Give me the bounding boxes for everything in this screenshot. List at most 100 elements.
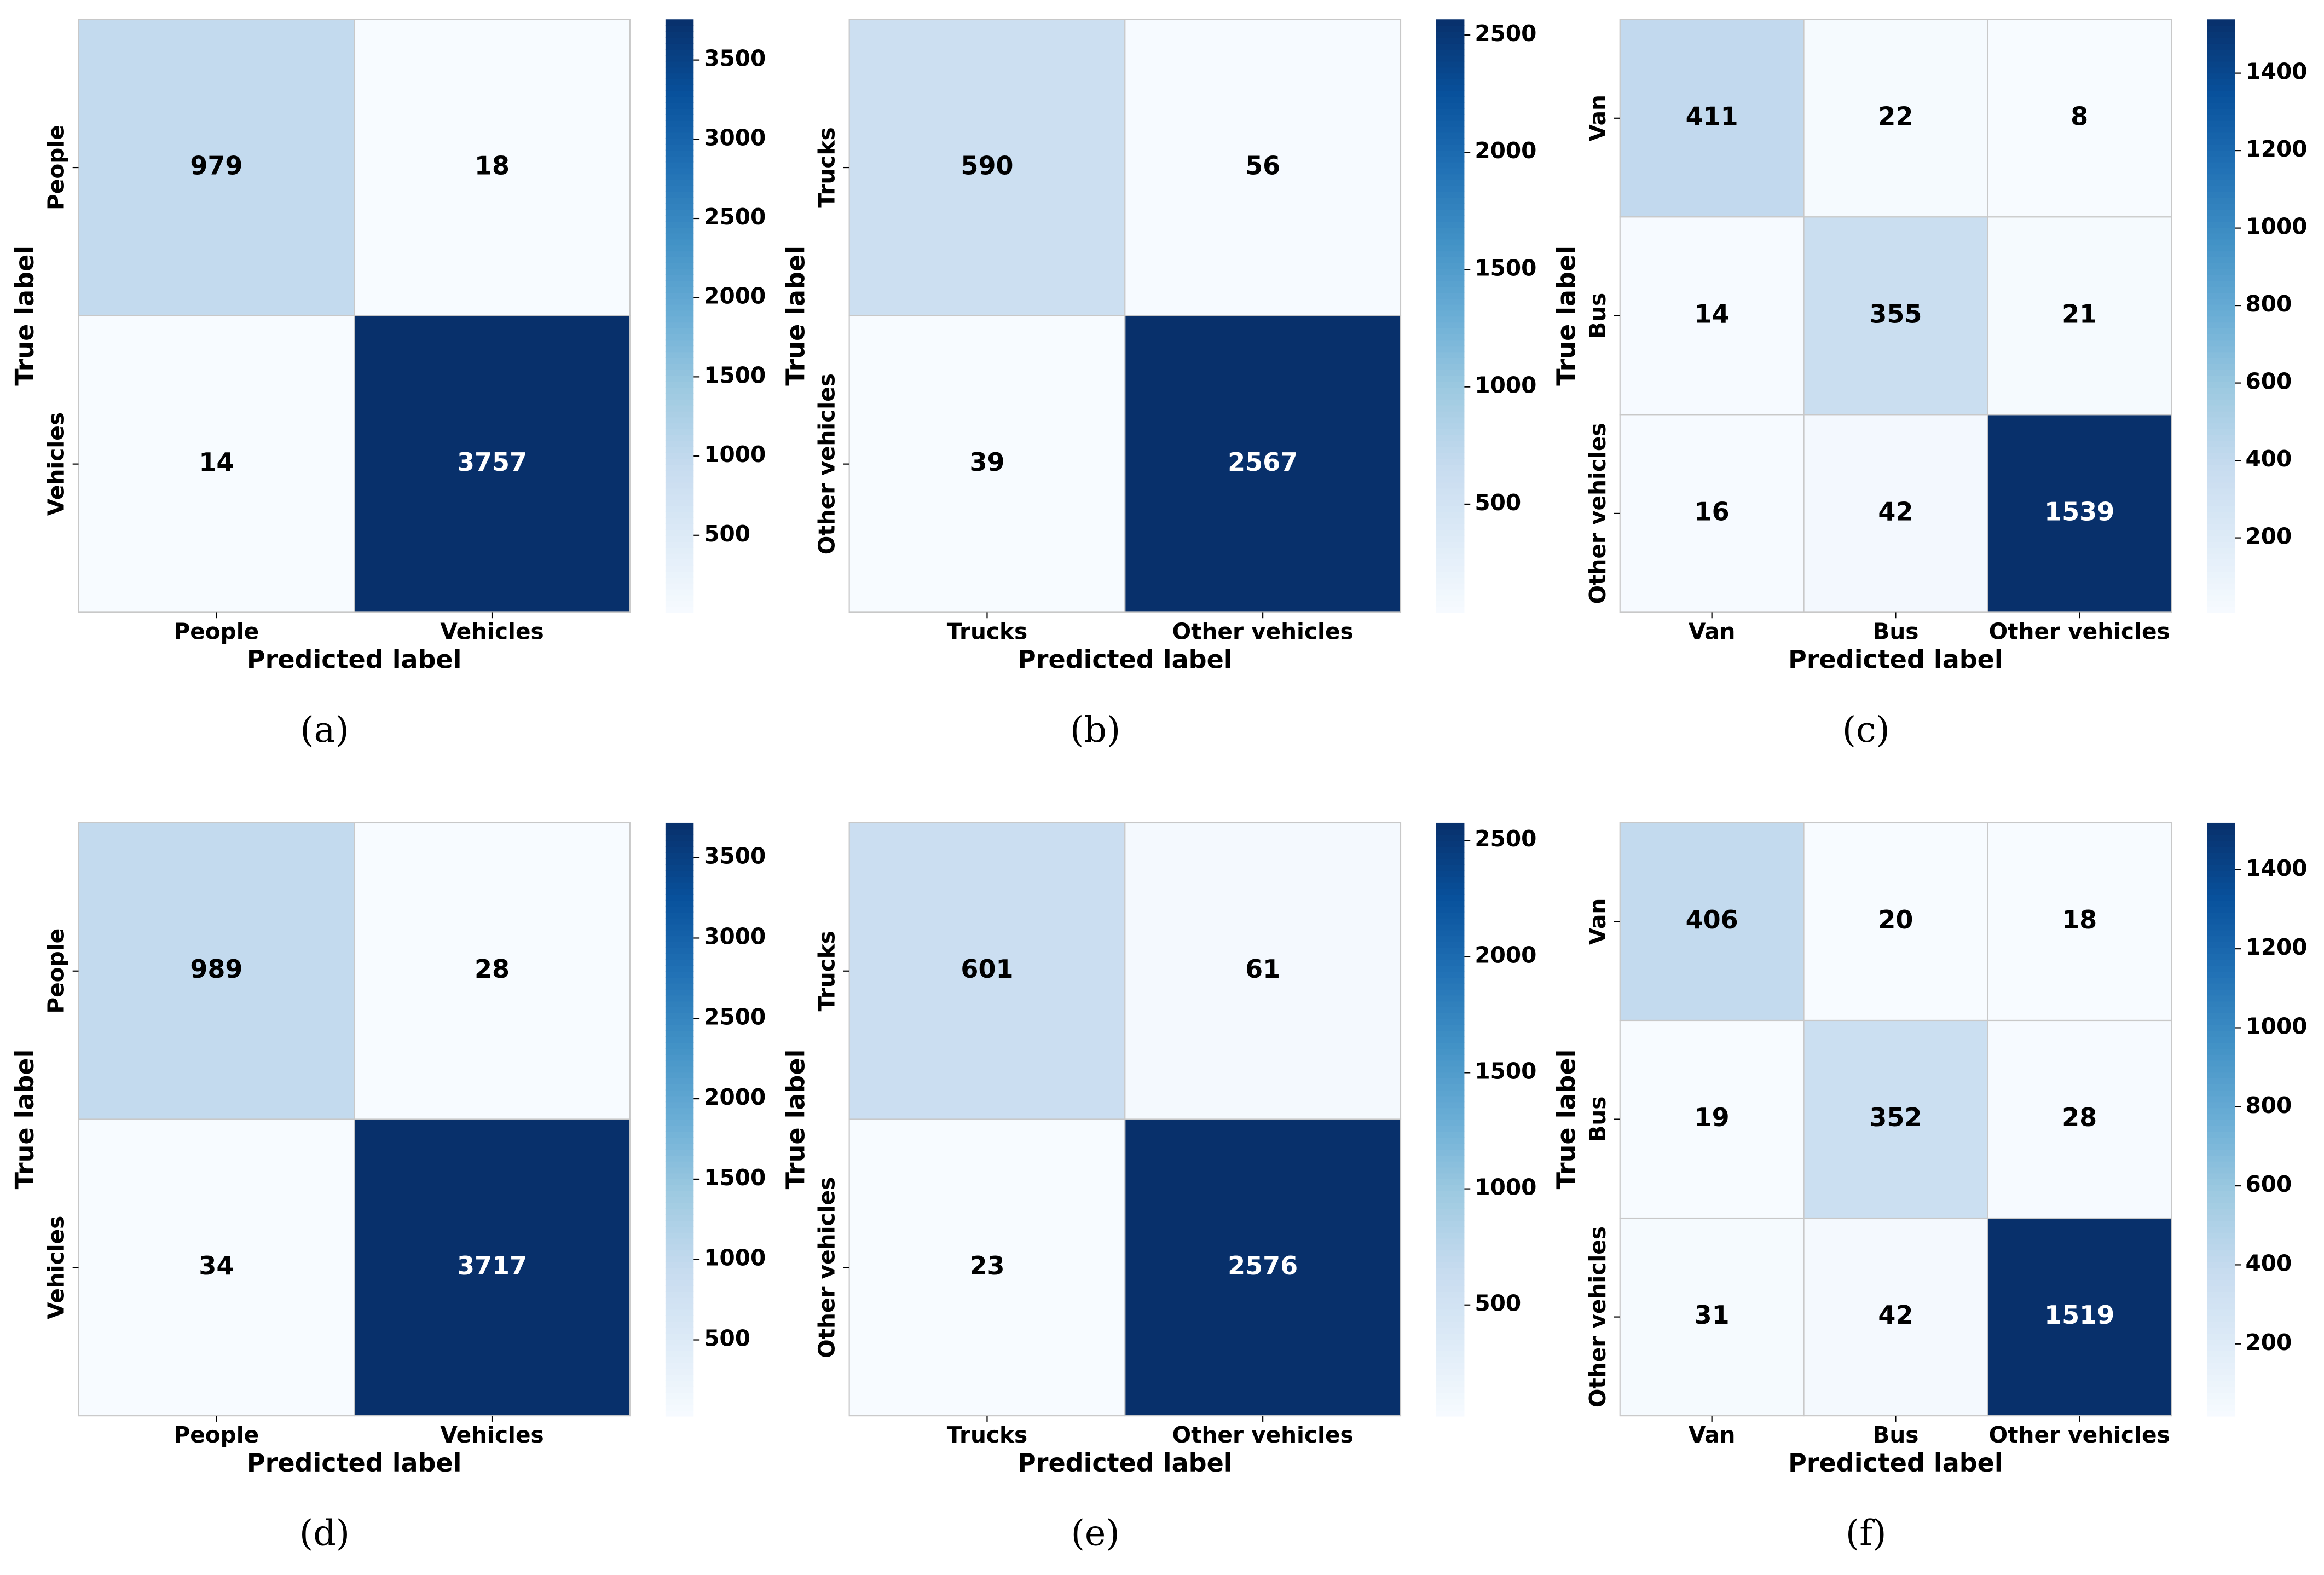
colorbar-segment: [665, 399, 694, 406]
colorbar-segment: [665, 535, 694, 542]
colorbar-segment: [2207, 120, 2235, 127]
caption: (d): [299, 1513, 350, 1554]
colorbar-segment: [2207, 143, 2235, 151]
colorbar-segment: [665, 280, 694, 287]
colorbar-tick-label: 800: [2245, 291, 2292, 317]
colorbar-segment: [665, 1024, 694, 1031]
colorbar-tick-label: 400: [2245, 446, 2292, 472]
colorbar-segment: [1436, 464, 1465, 471]
colorbar-segment: [2207, 1297, 2235, 1304]
colorbar-segment: [1436, 918, 1465, 925]
colorbar-segment: [665, 274, 694, 281]
x-tick-label: Other vehicles: [1989, 618, 2170, 644]
colorbar-segment: [1436, 947, 1465, 954]
colorbar-segment: [1436, 1196, 1465, 1203]
x-tick-label: Other vehicles: [1989, 1422, 2170, 1448]
colorbar-segment: [2207, 137, 2235, 145]
colorbar-segment: [2207, 965, 2235, 972]
colorbar-segment: [665, 1012, 694, 1019]
colorbar-segment: [1436, 1143, 1465, 1150]
colorbar-segment: [1436, 1326, 1465, 1334]
colorbar-segment: [1436, 434, 1465, 441]
heatmap-cell: [1987, 822, 2172, 1022]
colorbar-segment: [2207, 1350, 2235, 1358]
colorbar-segment: [1436, 1113, 1465, 1120]
colorbar-segment: [1436, 594, 1465, 602]
colorbar-segment: [665, 858, 694, 866]
colorbar-segment: [665, 1077, 694, 1084]
colorbar-segment: [2207, 1404, 2235, 1411]
x-axis-label: Predicted label: [1018, 1448, 1233, 1478]
colorbar-segment: [2207, 589, 2235, 596]
colorbar-segment: [1436, 1071, 1465, 1079]
colorbar-segment: [1436, 541, 1465, 548]
colorbar-segment: [665, 482, 694, 489]
colorbar-segment: [1436, 452, 1465, 459]
y-tick-label: Other vehicles: [1585, 423, 1611, 604]
colorbar-segment: [1436, 262, 1465, 269]
colorbar-tick-label: 3500: [704, 45, 766, 72]
colorbar-segment: [665, 870, 694, 877]
colorbar-segment: [665, 989, 694, 996]
colorbar-segment: [1436, 1279, 1465, 1286]
cell-label: 989: [190, 954, 242, 984]
colorbar-segment: [665, 132, 694, 139]
colorbar-segment: [665, 1208, 694, 1215]
colorbar-segment: [1436, 120, 1465, 127]
colorbar-segment: [665, 72, 694, 79]
colorbar-tick-label: 2000: [704, 1084, 766, 1110]
colorbar-segment: [665, 1255, 694, 1262]
colorbar-segment: [2207, 25, 2235, 32]
colorbar-segment: [665, 363, 694, 370]
colorbar-tick-label: 1000: [1475, 1174, 1536, 1201]
colorbar-segment: [665, 209, 694, 216]
colorbar-segment: [2207, 852, 2235, 859]
colorbar-segment: [2207, 888, 2235, 895]
cell-label: 19: [1695, 1103, 1730, 1132]
heatmap-cell: [1619, 414, 1805, 613]
colorbar-segment: [1436, 1374, 1465, 1381]
colorbar-segment: [1436, 1380, 1465, 1387]
colorbar-segment: [1436, 953, 1465, 960]
colorbar-tick-label: 500: [1475, 1290, 1521, 1317]
colorbar-segment: [1436, 1362, 1465, 1369]
colorbar-segment: [665, 1083, 694, 1091]
colorbar-segment: [665, 822, 694, 830]
colorbar-segment: [2207, 995, 2235, 1002]
colorbar-segment: [2207, 1273, 2235, 1280]
colorbar-segment: [2207, 126, 2235, 133]
colorbar-segment: [665, 1249, 694, 1257]
colorbar-segment: [2207, 221, 2235, 228]
colorbar-segment: [1436, 298, 1465, 305]
colorbar-segment: [2207, 19, 2235, 26]
colorbar-segment: [665, 114, 694, 121]
colorbar-segment: [2207, 1232, 2235, 1239]
x-tick-label: Bus: [1872, 1422, 1918, 1448]
colorbar-segment: [2207, 333, 2235, 341]
colorbar-segment: [1436, 1030, 1465, 1037]
colorbar-segment: [665, 1054, 694, 1061]
colorbar-segment: [1436, 173, 1465, 181]
colorbar-segment: [1436, 1048, 1465, 1055]
colorbar-segment: [1436, 61, 1465, 68]
colorbar-tick-label: 500: [704, 521, 750, 547]
colorbar-segment: [1436, 1000, 1465, 1008]
colorbar-segment: [2207, 487, 2235, 495]
colorbar-segment: [1436, 72, 1465, 79]
colorbar-segment: [1436, 482, 1465, 489]
colorbar-segment: [2207, 386, 2235, 394]
colorbar-segment: [665, 78, 694, 85]
colorbar-segment: [1436, 517, 1465, 524]
colorbar-segment: [1436, 971, 1465, 978]
colorbar-segment: [2207, 858, 2235, 866]
colorbar-segment: [665, 846, 694, 853]
colorbar-segment: [2207, 493, 2235, 500]
cell-label: 1519: [2044, 1300, 2114, 1330]
colorbar-segment: [1436, 470, 1465, 477]
cell-label: 2567: [1228, 447, 1298, 477]
colorbar-segment: [2207, 114, 2235, 121]
colorbar-segment: [2207, 1095, 2235, 1103]
colorbar-segment: [665, 1167, 694, 1174]
colorbar-segment: [665, 1261, 694, 1268]
